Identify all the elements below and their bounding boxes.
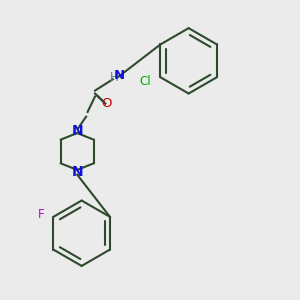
Text: F: F bbox=[38, 208, 45, 221]
Text: N: N bbox=[71, 165, 83, 179]
Text: N: N bbox=[71, 124, 83, 138]
Text: N: N bbox=[114, 69, 125, 82]
Text: O: O bbox=[102, 98, 112, 110]
Text: H: H bbox=[110, 71, 119, 84]
Text: Cl: Cl bbox=[139, 75, 151, 88]
